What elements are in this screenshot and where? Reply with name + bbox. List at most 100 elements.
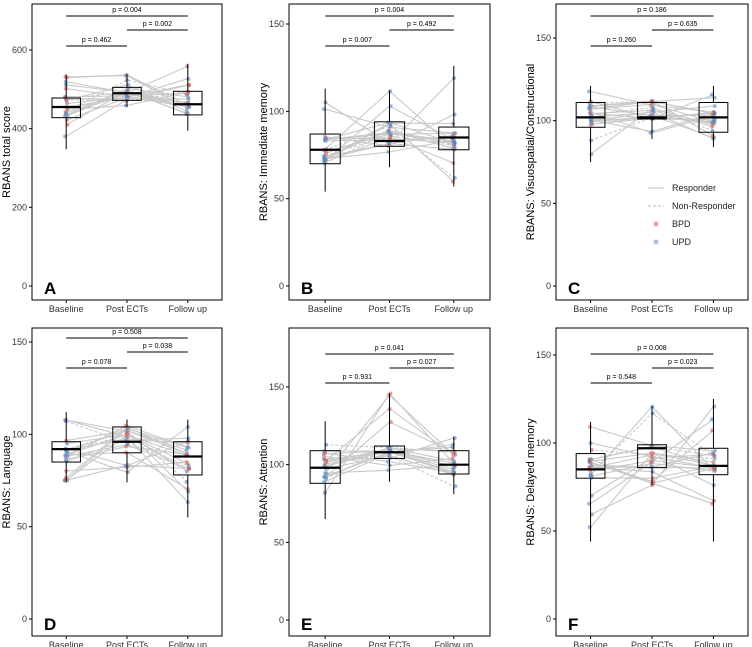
bpd-point (589, 122, 594, 127)
upd-point (323, 160, 328, 165)
legend-label: Non-Responder (672, 201, 736, 211)
upd-point (650, 411, 655, 416)
upd-point (184, 469, 189, 474)
upd-point (451, 121, 456, 126)
boxplot-follow-up (698, 399, 729, 542)
box-iqr (698, 447, 729, 476)
bpd-point (651, 451, 656, 456)
comparison-p-value: p = 0.508 (112, 329, 141, 336)
x-tick-label: Post ECTs (631, 640, 674, 647)
upd-point (450, 133, 455, 138)
boxplot-post-ects (637, 100, 667, 139)
box-iqr (51, 441, 81, 463)
comparison-p-value: p = 0.004 (375, 7, 404, 14)
upd-point (649, 443, 654, 448)
box-iqr (575, 101, 606, 128)
bpd-point (711, 460, 716, 465)
bpd-point (711, 110, 716, 115)
box-iqr (575, 453, 606, 479)
boxplot-baseline (51, 412, 81, 483)
bpd-point (648, 103, 653, 108)
upd-point (387, 130, 392, 135)
upd-point (451, 442, 456, 447)
bpd-point (588, 424, 593, 429)
bpd-point (650, 479, 655, 484)
upd-point (185, 445, 190, 450)
bpd-point (710, 122, 715, 127)
y-tick-label: 0 (22, 281, 27, 291)
y-tick-label: 50 (541, 198, 551, 208)
panel-letter: C (568, 279, 580, 298)
x-tick-label: Post ECTs (368, 640, 411, 647)
bpd-point (324, 151, 329, 156)
box-iqr (637, 444, 667, 469)
x-tick-label: Baseline (308, 640, 343, 647)
upd-point (589, 152, 594, 157)
upd-point (589, 117, 594, 122)
x-tick-label: Follow up (435, 640, 474, 647)
upd-point (651, 106, 656, 111)
bpd-point (65, 107, 70, 112)
legend-label: Responder (672, 183, 716, 193)
comparison-p-value: p = 0.492 (407, 21, 436, 28)
panel-f: 0 50 100 150 Baseline Post ECTs Follow up RBANS… (525, 327, 749, 647)
comparison-p-value: p = 0.002 (143, 21, 172, 28)
y-tick-label: 0 (546, 281, 551, 291)
bpd-point (124, 444, 129, 449)
y-axis-label: RBANS: Language (1, 436, 13, 529)
bpd-point (649, 461, 654, 466)
panel-letter: F (568, 615, 578, 634)
upd-point (589, 103, 594, 108)
y-tick-label: 150 (12, 337, 27, 347)
upd-point (712, 104, 717, 109)
panel-b: 0 50 100 150 Baseline Post ECTs Follow up RBANS… (258, 3, 491, 314)
x-tick-label: Follow up (694, 640, 733, 647)
bpd-point (64, 75, 69, 80)
panel-d: 0 50 100 150 Baseline Post ECTs Follow up RBANS… (1, 327, 223, 647)
comparison-p-value: p = 0.635 (668, 21, 697, 28)
legend-label: UPD (672, 237, 692, 247)
upd-point (711, 450, 716, 455)
upd-point (711, 117, 716, 122)
comparison-p-value: p = 0.008 (637, 345, 666, 352)
x-tick-label: Follow up (169, 640, 208, 647)
legend-swatch-upd (653, 239, 659, 245)
comparison-p-value: p = 0.023 (668, 359, 697, 366)
upd-point (650, 469, 655, 474)
boxplot-post-ects (112, 419, 142, 483)
upd-point (386, 445, 391, 450)
boxplot-follow-up (438, 436, 470, 495)
comparison-p-value: p = 0.931 (343, 374, 372, 381)
y-tick-label: 150 (269, 382, 284, 392)
x-tick-label: Post ECTs (106, 304, 149, 314)
box-iqr (637, 101, 667, 120)
upd-point (589, 138, 594, 143)
upd-point (186, 76, 191, 81)
upd-point (65, 113, 70, 118)
comparison-p-value: p = 0.078 (82, 359, 111, 366)
bpd-point (65, 101, 70, 106)
upd-point (125, 470, 130, 475)
x-tick-label: Baseline (49, 304, 84, 314)
comparison-p-value: p = 0.548 (607, 374, 636, 381)
x-tick-label: Post ECTs (106, 640, 149, 647)
y-tick-label: 200 (12, 202, 27, 212)
box-iqr (173, 90, 203, 116)
y-axis-label: RBANS total score (1, 106, 13, 198)
y-tick-label: 0 (279, 615, 284, 625)
non-responder-line (324, 125, 455, 179)
boxplot-baseline (309, 421, 341, 520)
bpd-point (324, 460, 329, 465)
bpd-point (450, 179, 455, 184)
box-iqr (373, 121, 406, 147)
upd-point (323, 156, 328, 161)
boxplot-follow-up (438, 65, 470, 187)
upd-point (651, 110, 656, 115)
boxplot-baseline (575, 421, 606, 542)
panel-a: 0 200 400 600 Baseline Post ECTs Follow up RBAN… (1, 3, 223, 314)
y-tick-label: 150 (269, 19, 284, 29)
upd-point (324, 471, 329, 476)
upd-point (63, 457, 68, 462)
comparison-p-value: p = 0.462 (82, 37, 111, 44)
